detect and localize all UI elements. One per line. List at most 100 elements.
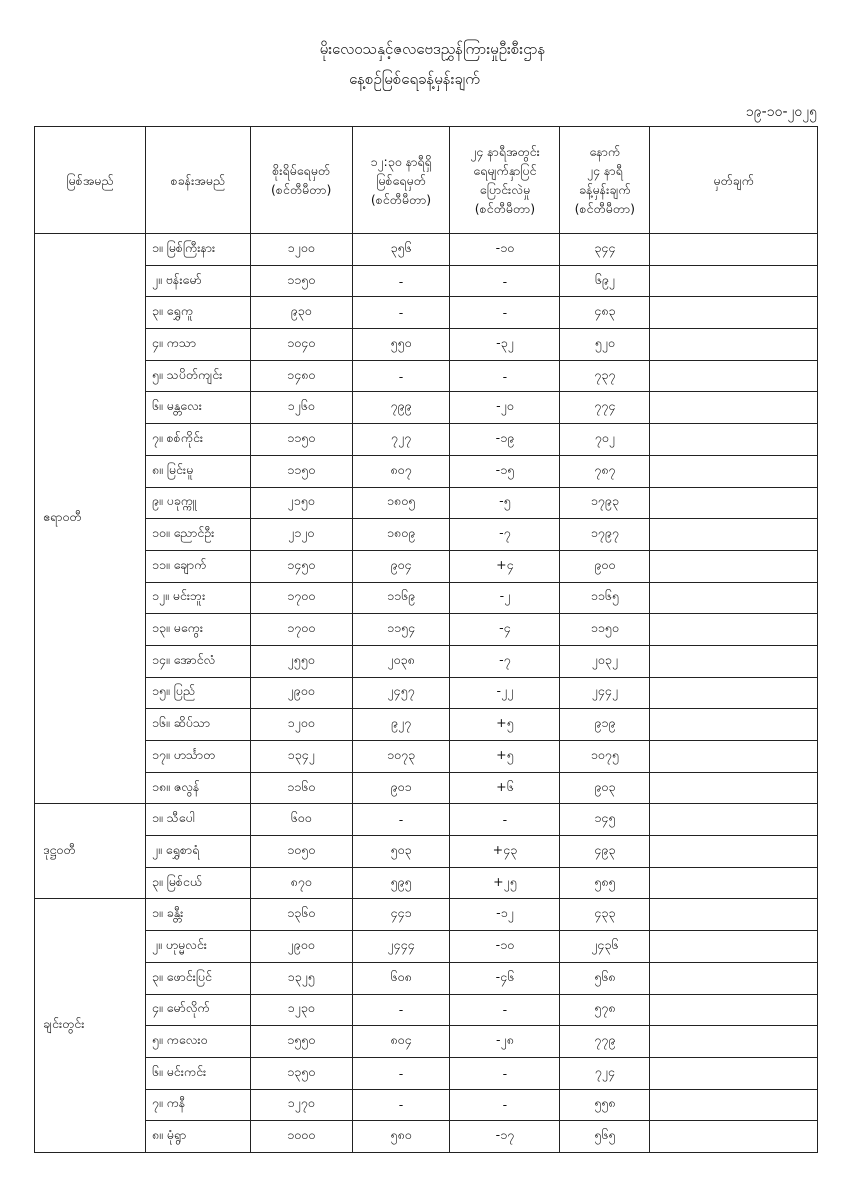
forecast-level: ၅၆၈	[559, 961, 651, 995]
remarks	[649, 328, 818, 361]
forecast-level: ၄၈၃	[559, 296, 651, 330]
table-row: ၁၇။ ဟင်္သာတ ၁၃၄၂ ၁၀၇၃ +၅ ၁၀၇၅	[35, 740, 818, 773]
table-row: ၁၁။ ချောက် ၁၄၅၀ ၉၀၄ +၄ ၉၀၀	[35, 549, 818, 583]
remarks	[649, 1120, 818, 1153]
header-remarks: မှတ်ချက်	[649, 126, 818, 234]
station-name: ၁၅။ ပြည်	[144, 676, 251, 710]
current-level: ၅၀၃	[351, 835, 451, 868]
danger-level: ၁၃၂၅	[249, 961, 353, 995]
remarks	[649, 518, 818, 551]
danger-level: ၁၇၀၀	[249, 581, 353, 615]
forecast-level: ၅၂၀	[559, 328, 651, 361]
level-change: -၂၀	[449, 391, 561, 425]
header-24h-change: ၂၄ နာရီအတွင်း ရေမျက်နှာပြင် ပြောင်းလဲမှု…	[449, 126, 561, 234]
level-change: -၂၈	[449, 1025, 561, 1058]
river-name: ဧရာဝတီ	[34, 232, 146, 805]
danger-level: ၉၃၀	[249, 296, 353, 330]
forecast-level: ၄၃၃	[559, 898, 651, 932]
forecast-level: ၅၈၅	[559, 866, 651, 900]
table-row: ၁၈။ ဇလွန် ၁၁၆၀ ၉၀၁ +၆ ၉၀၃	[35, 771, 818, 805]
station-name: ၄။ ကသာ	[144, 328, 251, 361]
remarks	[649, 581, 818, 615]
station-name: ၄။ မော်လိုက်	[144, 993, 251, 1027]
table-row: ၂။ ဟုမ္မလင်း ၂၉၀၀ ၂၄၄၄ -၁၀ ၂၄၃၆	[35, 930, 818, 963]
forecast-level: ၁၇၉၇	[559, 518, 651, 551]
forecast-level: ၃၄၄	[559, 233, 651, 266]
table-row: ၈။ မြင်းမူ ၁၁၅၀ ၈၀၇ -၁၅ ၇၈၇	[35, 454, 818, 488]
forecast-level: ၁၀၇၅	[559, 740, 651, 773]
remarks	[649, 708, 818, 741]
department-title: မိုးလေဝသနှင့်ဇလဗေဒညွှန်ကြားမှုဦးစီးဌာန	[319, 40, 546, 58]
station-name: ၆။ မန္တလေး	[144, 391, 251, 425]
current-level: ၁၁၆၉	[351, 581, 451, 615]
current-level: ၅၈၀	[351, 1120, 451, 1153]
forecast-level: ၇၃၇	[559, 359, 651, 393]
header-next-24h-forecast: နောက် ၂၄ နာရီ ခန့်မှန်းချက် (စင်တီမီတာ)	[559, 126, 651, 234]
current-level: ၁၈၀၅	[351, 486, 451, 520]
danger-level: ၁၁၅၀	[249, 264, 353, 298]
danger-level: ၂၉၀၀	[249, 676, 353, 710]
danger-level: ၁၂၀၀	[249, 233, 353, 266]
remarks	[649, 930, 818, 963]
danger-level: ၁၄၈၀	[249, 359, 353, 393]
danger-level: ၁၁၅၀	[249, 454, 353, 488]
station-name: ၁၁။ ချောက်	[144, 549, 251, 583]
table-row: ၇။ ကနီ ၁၂၇၀- -၅၅၈	[35, 1088, 818, 1122]
station-name: ၃။ ရွှေကူ	[144, 296, 251, 330]
current-level: ၃၅၆	[351, 233, 451, 266]
danger-level: ၂၁၂၀	[249, 518, 353, 551]
level-change: -	[449, 803, 561, 837]
danger-level: ၁၀၀၀	[249, 1120, 353, 1153]
station-name: ၁၂။ မင်းဘူး	[144, 581, 251, 615]
level-change: -	[449, 359, 561, 393]
current-level: -	[351, 359, 451, 393]
table-row: ၆။ မန္တလေး ၁၂၆၀ ၇၉၉ -၂၀ ၇၇၄	[35, 391, 818, 425]
header-river-name: မြစ်အမည်	[34, 126, 146, 234]
level-change: -၁၇	[449, 1120, 561, 1153]
station-name: ၁၈။ ဇလွန်	[144, 771, 251, 805]
table-row: ၁၆။ ဆိပ်သာ ၁၂၀၀ ၉၂၇ +၅ ၉၁၉	[35, 708, 818, 741]
current-level: ၅၅၀	[351, 328, 451, 361]
level-change: -	[449, 296, 561, 330]
table-row: ၉။ ပခုက္ကူ ၂၁၅၀ ၁၈၀၅ -၅ ၁၇၉၃	[35, 486, 818, 520]
forecast-level: ၅၅၈	[559, 1088, 651, 1122]
remarks	[649, 1088, 818, 1122]
station-name: ၅။ သပိတ်ကျင်း	[144, 359, 251, 393]
table-row: ၃။ ရွှေကူ ၉၃၀- -၄၈၃	[35, 296, 818, 330]
current-level: -	[351, 264, 451, 298]
river-name: ဒုဋ္ဌဝတီ	[34, 803, 146, 900]
current-level: ၈၀၄	[351, 1025, 451, 1058]
danger-level: ၂၁၅၀	[249, 486, 353, 520]
current-level: ၅၉၅	[351, 866, 451, 900]
current-level: ၂၄၄၄	[351, 930, 451, 963]
danger-level: ၂၉၀၀	[249, 930, 353, 963]
station-name: ၈။ မုံရွာ	[144, 1120, 251, 1153]
forecast-level: ၁၇၉၃	[559, 486, 651, 520]
forecast-level: ၄၉၃	[559, 835, 651, 868]
remarks	[649, 1056, 818, 1090]
remarks	[649, 359, 818, 393]
level-change: -၁၅	[449, 454, 561, 488]
current-level: -	[351, 803, 451, 837]
danger-level: ၁၃၄၂	[249, 740, 353, 773]
current-level: ၉၀၁	[351, 771, 451, 805]
station-name: ၁။ ခန္တီး	[144, 898, 251, 932]
forecast-level: ၁၁၆၅	[559, 581, 651, 615]
current-level: ၇၂၇	[351, 423, 451, 456]
remarks	[649, 454, 818, 488]
header-danger-level: စိုးရိမ်ရေမှတ် (စင်တီမီတာ)	[249, 126, 353, 234]
station-name: ၁၆။ ဆိပ်သာ	[144, 708, 251, 741]
table-row: ၆။ မင်းကင်း ၁၃၅၀- -၇၂၄	[35, 1056, 818, 1090]
level-change: -၁၉	[449, 423, 561, 456]
danger-level: ၁၂၇၀	[249, 1088, 353, 1122]
remarks	[649, 613, 818, 646]
danger-level: ၁၂၃၀	[249, 993, 353, 1027]
table-row: ၃။ ဖောင်းပြင် ၁၃၂၅ ၆၀၈ -၄၆ ၅၆၈	[35, 961, 818, 995]
current-level: ၁၀၇၃	[351, 740, 451, 773]
station-name: ၂။ ရွှေစာရံ	[144, 835, 251, 868]
station-name: ၁။ သီပေါ	[144, 803, 251, 837]
level-change: -၁၀	[449, 930, 561, 963]
table-row: ၁၄။ အောင်လံ ၂၅၅၀ ၂၀၃၈ -၇ ၂၀၃၂	[35, 644, 818, 678]
forecast-level: ၇၂၄	[559, 1056, 651, 1090]
current-level: ၂၀၃၈	[351, 644, 451, 678]
